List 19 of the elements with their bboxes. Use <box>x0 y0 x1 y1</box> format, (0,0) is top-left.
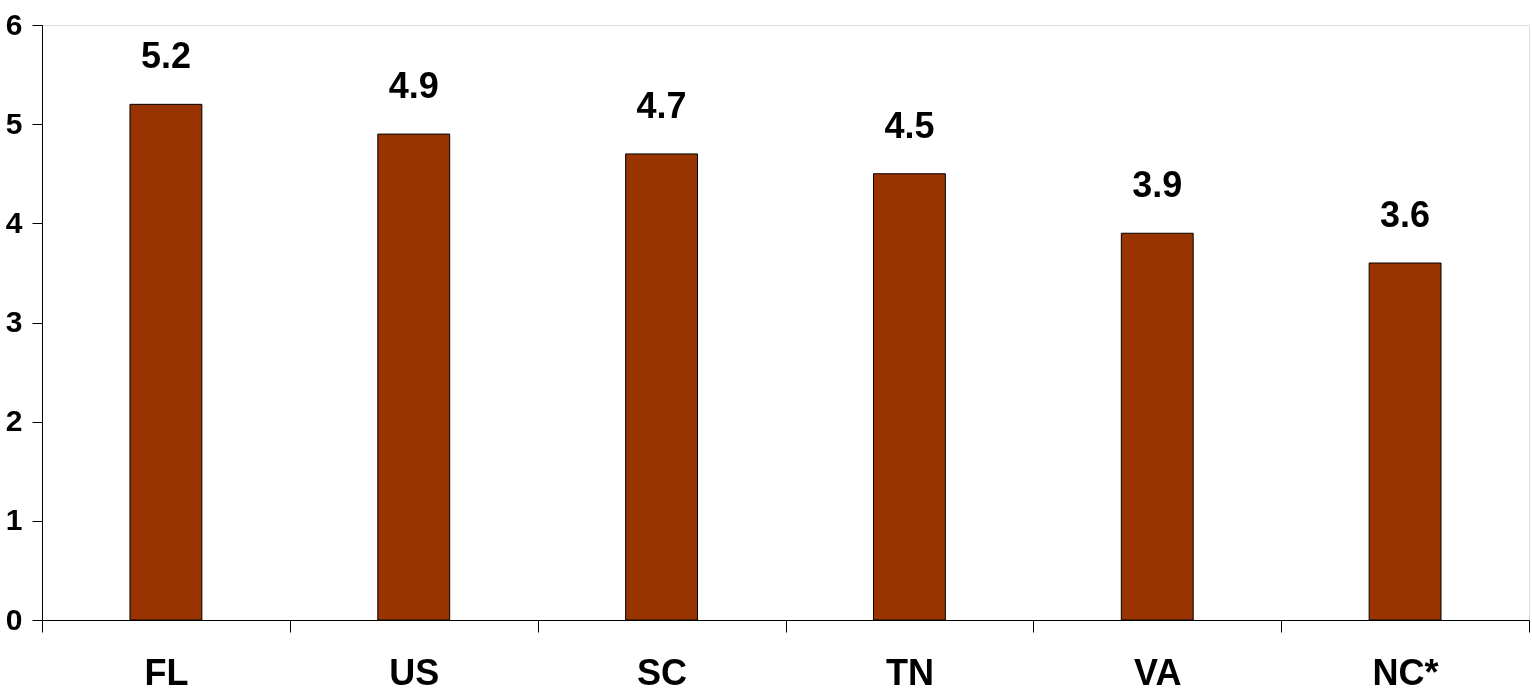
data-label: 4.7 <box>636 84 687 126</box>
x-tick-label: FL <box>144 651 189 693</box>
x-tick-label: SC <box>637 651 688 693</box>
y-tick-label: 2 <box>5 404 23 438</box>
y-tick-label: 5 <box>5 106 23 140</box>
x-tick-label: VA <box>1134 651 1182 693</box>
data-label: 5.2 <box>140 35 191 77</box>
y-tick-label: 3 <box>5 305 23 338</box>
x-tick-label: NC* <box>1372 651 1439 693</box>
x-tick-label: US <box>389 651 440 693</box>
y-tick-label: 1 <box>5 503 23 537</box>
data-label: 4.9 <box>388 65 439 107</box>
x-tick-label: TN <box>885 651 934 693</box>
data-label: 3.9 <box>1132 164 1183 206</box>
y-tick-label: 4 <box>5 205 23 239</box>
data-label: 4.5 <box>884 104 935 146</box>
data-label: 3.6 <box>1380 194 1431 235</box>
y-tick-label: 0 <box>5 602 23 636</box>
y-tick-label: 6 <box>5 7 23 41</box>
